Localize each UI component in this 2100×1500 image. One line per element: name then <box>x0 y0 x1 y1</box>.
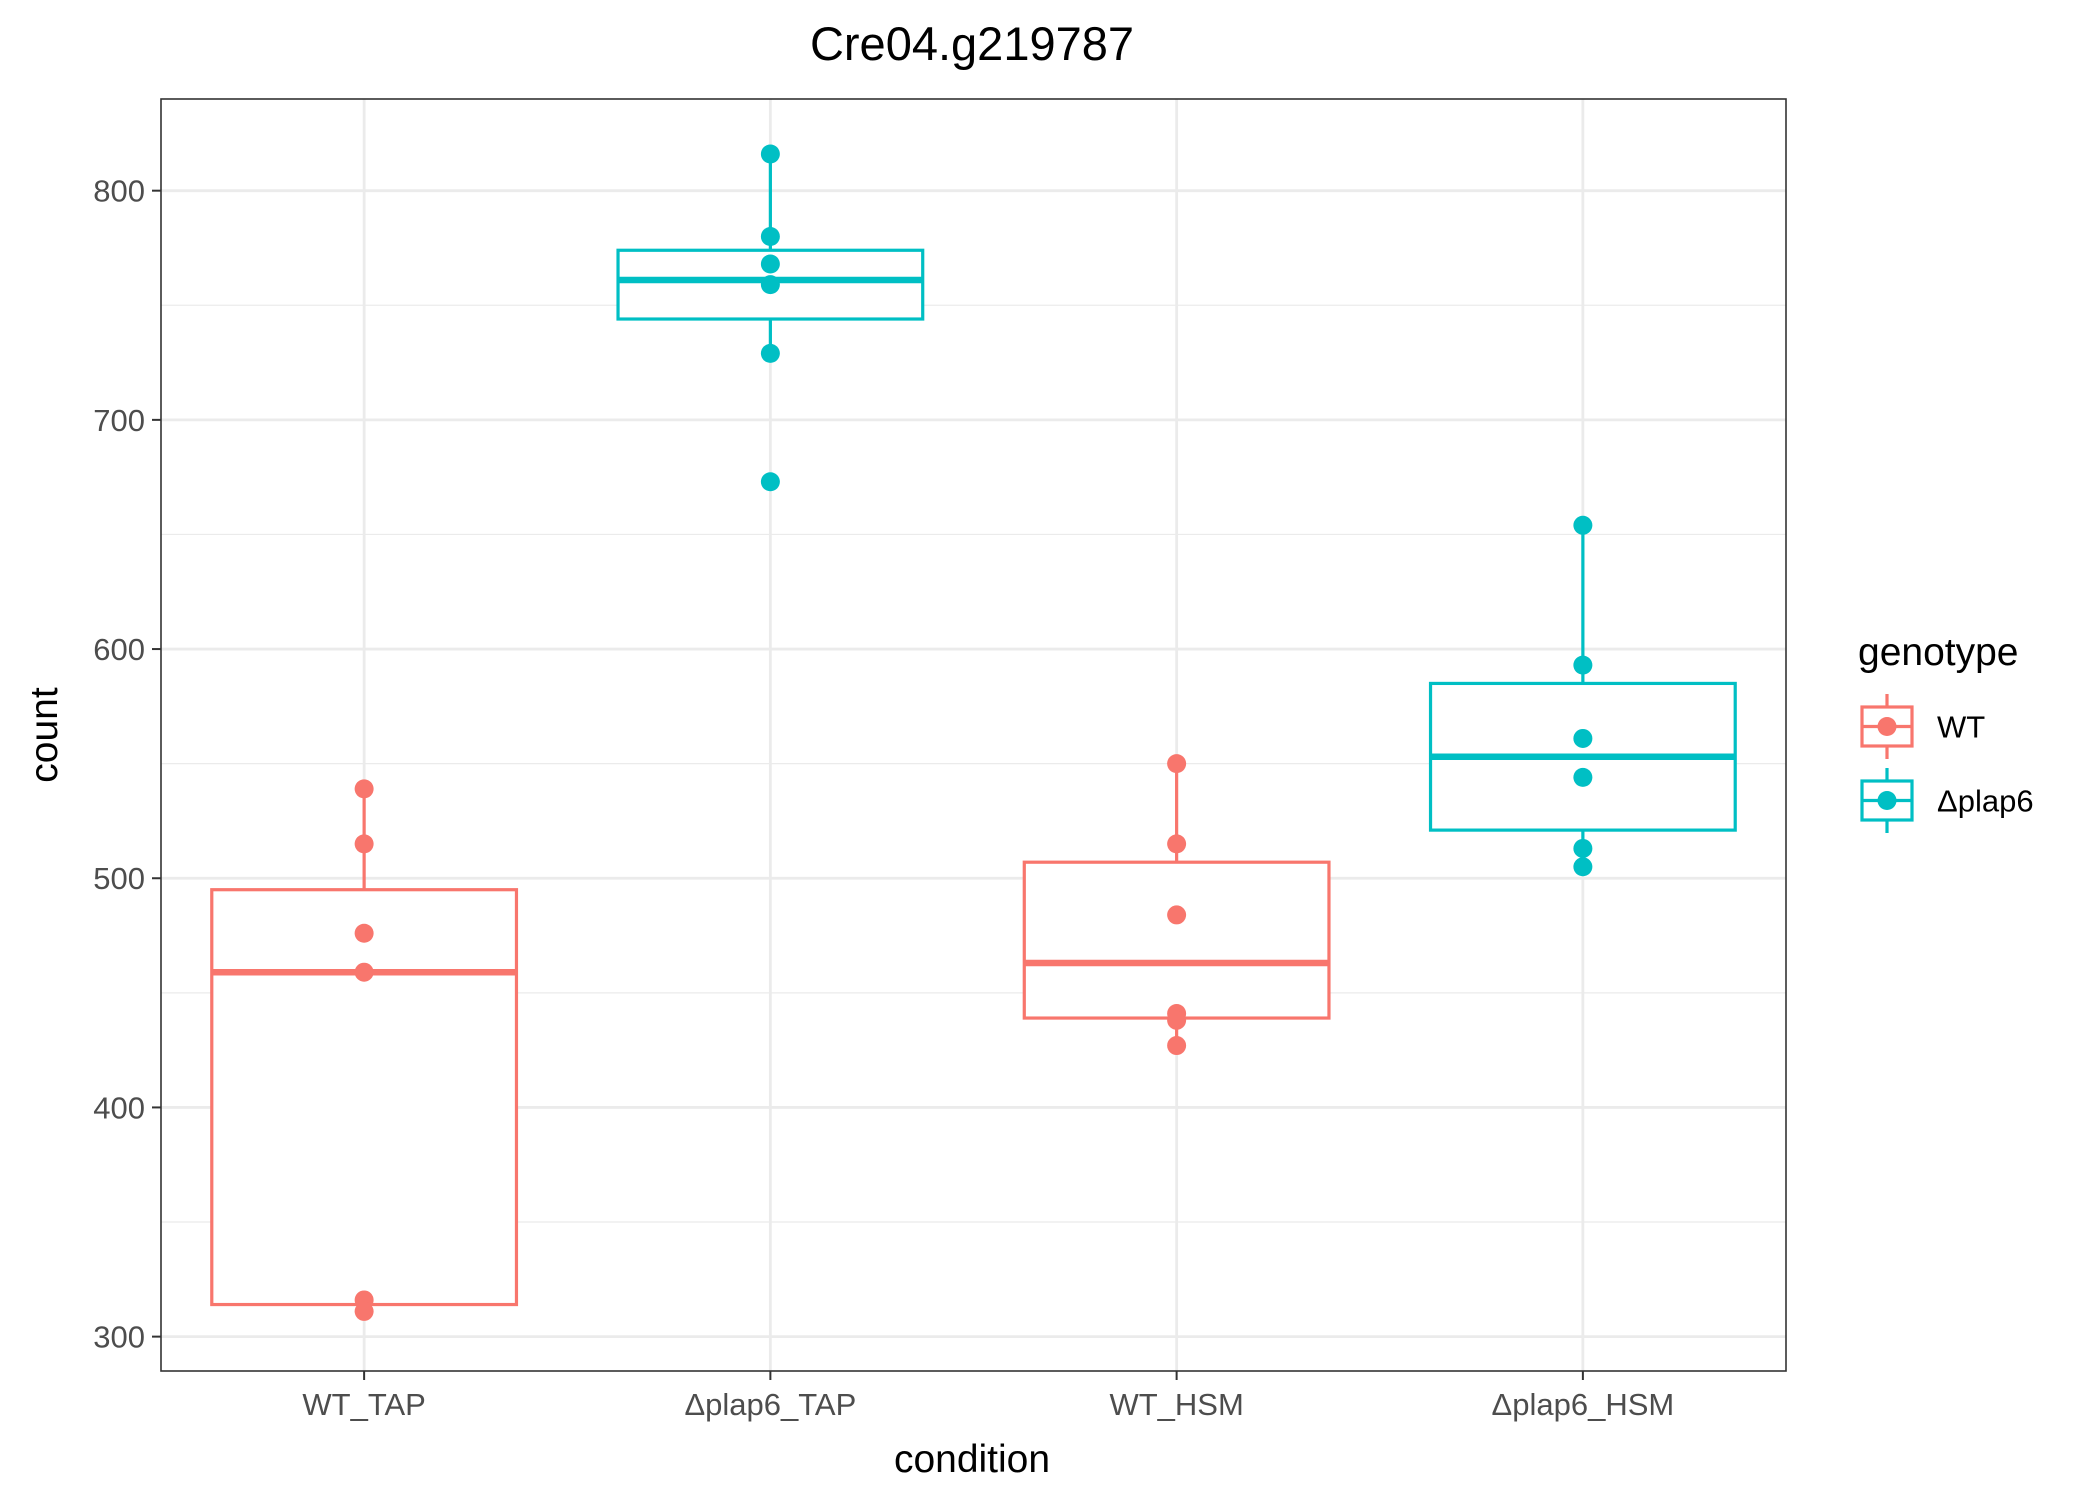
legend-key-dplap6 <box>1860 768 1914 833</box>
legend: genotype WT Δplap6 <box>1858 631 2034 833</box>
data-point <box>1573 515 1593 535</box>
data-point <box>1573 728 1593 748</box>
data-point <box>1167 834 1187 854</box>
data-point <box>354 834 374 854</box>
y-tick-label: 400 <box>93 1090 145 1125</box>
data-point <box>1573 857 1593 877</box>
legend-label: WT <box>1937 710 1985 745</box>
legend-key-wt <box>1860 694 1914 759</box>
data-point <box>1167 905 1187 925</box>
x-tick-label: WT_HSM <box>1109 1387 1243 1422</box>
data-point <box>1573 655 1593 675</box>
legend-key-point <box>1877 717 1897 736</box>
data-point <box>354 1301 374 1321</box>
data-point <box>1573 767 1593 787</box>
x-tick-label: WT_TAP <box>302 1387 425 1422</box>
y-tick-label: 700 <box>93 403 145 438</box>
x-tick-label: Δplap6_HSM <box>1492 1387 1675 1422</box>
chart-title: Cre04.g219787 <box>810 17 1134 70</box>
data-layer <box>210 144 1737 1321</box>
box <box>210 888 519 1307</box>
data-point <box>1167 1010 1187 1030</box>
y-axis-title: count <box>23 687 66 783</box>
data-point <box>760 275 780 295</box>
data-point <box>760 144 780 164</box>
data-point <box>760 472 780 492</box>
data-point <box>354 962 374 982</box>
data-point <box>1167 754 1187 774</box>
x-axis-title: condition <box>894 1438 1050 1481</box>
panel-border <box>160 98 1787 1372</box>
legend-key-point <box>1877 791 1897 810</box>
data-point <box>760 254 780 274</box>
legend-label: Δplap6 <box>1937 784 2034 819</box>
axis-layer: 300 400 500 600 700 800 WT_TAP Δplap6_TAP WT_HSM… <box>93 174 1674 1422</box>
data-point <box>1167 1036 1187 1056</box>
data-point <box>354 923 374 943</box>
y-tick-label: 800 <box>93 174 145 209</box>
box <box>1022 860 1331 1020</box>
x-tick-label: Δplap6_TAP <box>684 1387 856 1422</box>
y-tick-label: 500 <box>93 861 145 896</box>
data-point <box>760 343 780 363</box>
y-tick-label: 300 <box>93 1320 145 1355</box>
data-point <box>760 227 780 247</box>
y-tick-label: 600 <box>93 632 145 667</box>
data-point <box>1573 838 1593 858</box>
legend-title: genotype <box>1858 631 2018 674</box>
data-point <box>354 779 374 799</box>
